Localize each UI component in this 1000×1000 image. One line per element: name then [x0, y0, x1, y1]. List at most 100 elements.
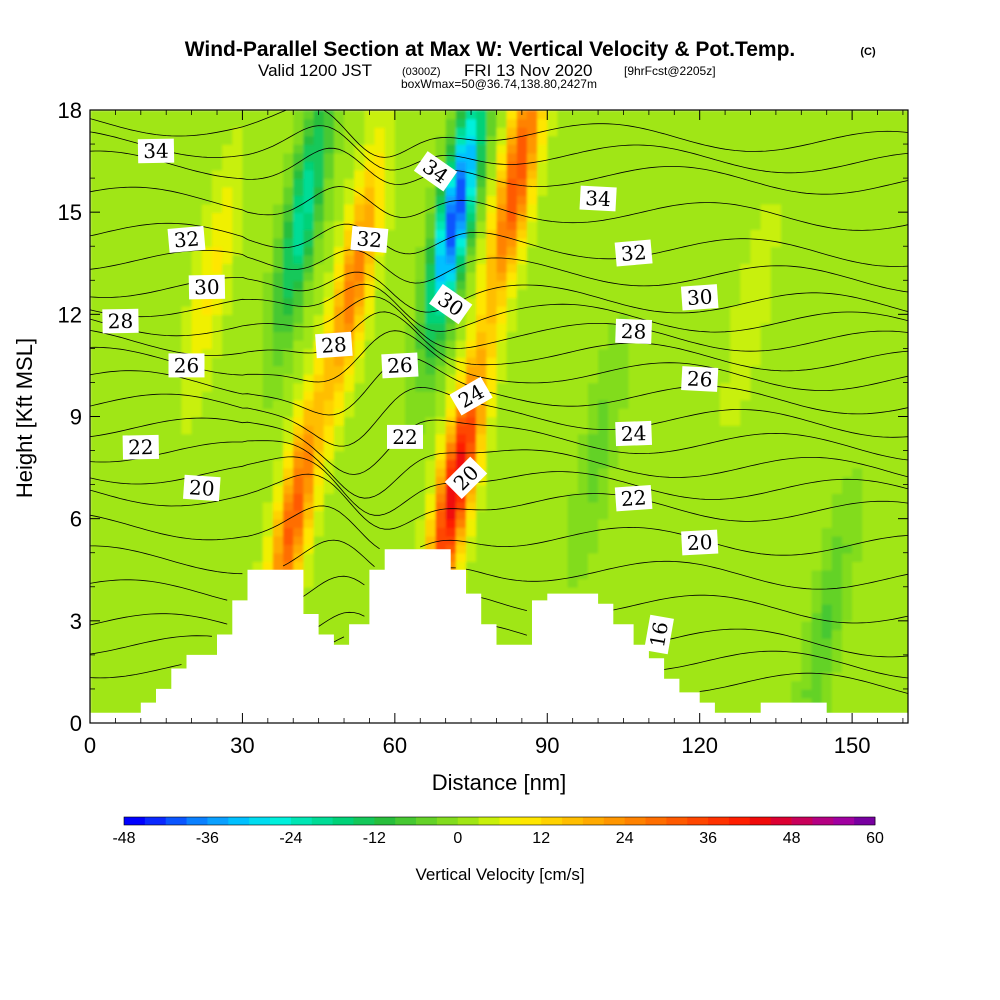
- heat-cell: [384, 544, 396, 554]
- heat-cell: [679, 680, 691, 690]
- heat-cell: [516, 569, 528, 580]
- heat-cell: [130, 331, 142, 341]
- heat-cell: [577, 246, 589, 256]
- heat-cell: [547, 476, 559, 486]
- heat-cell: [608, 254, 620, 264]
- heat-cell: [608, 493, 620, 503]
- heat-cell: [781, 578, 792, 588]
- heat-cell: [598, 578, 610, 588]
- heat-cell: [120, 118, 132, 128]
- heat-cell: [222, 314, 234, 324]
- heat-cell: [191, 595, 203, 605]
- heat-cell: [547, 203, 559, 213]
- heat-cell: [191, 629, 203, 639]
- heat-cell: [781, 646, 792, 656]
- heat-cell: [344, 144, 355, 154]
- heat-cell: [425, 382, 437, 392]
- heat-cell: [232, 442, 244, 452]
- heat-cell: [242, 271, 254, 282]
- heat-cell: [130, 288, 142, 299]
- heat-cell: [354, 433, 366, 443]
- heat-cell: [232, 118, 244, 128]
- heat-cell: [506, 595, 518, 605]
- heat-cell: [730, 629, 742, 639]
- heat-cell: [201, 561, 213, 571]
- heat-cell: [130, 595, 142, 605]
- heat-cell: [120, 646, 132, 656]
- heat-cell: [110, 271, 122, 282]
- heat-cell: [648, 186, 660, 196]
- heat-cell: [740, 288, 752, 299]
- heat-cell: [659, 408, 670, 418]
- heat-cell: [648, 169, 660, 179]
- heat-cell: [496, 322, 508, 333]
- heat-cell: [120, 220, 132, 230]
- heat-cell: [598, 331, 610, 341]
- heat-cell: [344, 127, 355, 137]
- heat-cell: [750, 365, 762, 375]
- heat-cell: [750, 595, 762, 605]
- heat-cell: [750, 578, 762, 588]
- heat-cell: [120, 356, 132, 367]
- heat-cell: [90, 186, 101, 196]
- heat-cell: [405, 237, 416, 247]
- heat-cell: [466, 331, 477, 341]
- heat-cell: [608, 246, 620, 256]
- heat-cell: [740, 706, 752, 716]
- heat-cell: [567, 578, 579, 588]
- heat-cell: [628, 348, 640, 358]
- heat-cell: [516, 331, 528, 341]
- heat-cell: [191, 297, 203, 307]
- heat-cell: [760, 246, 772, 256]
- heat-cell: [486, 271, 498, 282]
- heat-cell: [151, 288, 162, 299]
- heat-cell: [770, 169, 782, 179]
- heat-cell: [384, 254, 396, 264]
- heat-cell: [648, 416, 660, 426]
- heat-cell: [394, 459, 406, 469]
- heat-cell: [679, 391, 691, 401]
- heat-cell: [415, 297, 427, 307]
- heat-cell: [760, 186, 772, 196]
- heat-cell: [232, 237, 244, 247]
- heat-cell: [567, 178, 579, 188]
- heat-cell: [770, 425, 782, 435]
- heat-cell: [242, 305, 254, 316]
- heat-cell: [242, 561, 254, 571]
- heat-cell: [689, 271, 701, 282]
- heat-cell: [506, 612, 518, 622]
- heat-cell: [598, 237, 610, 247]
- heat-cell: [354, 493, 366, 503]
- heat-cell: [689, 263, 701, 273]
- heat-cell: [201, 578, 213, 588]
- heat-cell: [90, 195, 101, 205]
- heat-cell: [222, 229, 234, 239]
- heat-cell: [669, 382, 681, 392]
- heat-cell: [303, 212, 315, 222]
- heat-cell: [618, 603, 630, 614]
- heat-cell: [445, 510, 457, 520]
- heat-cell: [577, 229, 589, 239]
- heat-cell: [760, 663, 772, 673]
- heat-cell: [171, 620, 183, 631]
- heat-cell: [486, 373, 498, 384]
- heat-cell: [222, 288, 234, 299]
- heat-cell: [750, 169, 762, 179]
- heat-cell: [496, 331, 508, 341]
- heat-cell: [760, 569, 772, 580]
- heat-cell: [293, 127, 305, 137]
- heat-cell: [222, 569, 234, 580]
- heat-cell: [537, 501, 549, 511]
- heat-cell: [699, 416, 711, 426]
- heat-cell: [293, 476, 305, 486]
- heat-cell: [211, 450, 223, 460]
- heat-cell: [415, 467, 427, 477]
- heat-cell: [689, 339, 701, 350]
- heat-cell: [669, 527, 681, 537]
- heat-cell: [537, 476, 549, 486]
- heat-cell: [587, 135, 599, 145]
- heat-cell: [476, 365, 488, 375]
- heat-cell: [730, 110, 742, 120]
- heat-cell: [466, 501, 477, 511]
- heat-cell: [496, 203, 508, 213]
